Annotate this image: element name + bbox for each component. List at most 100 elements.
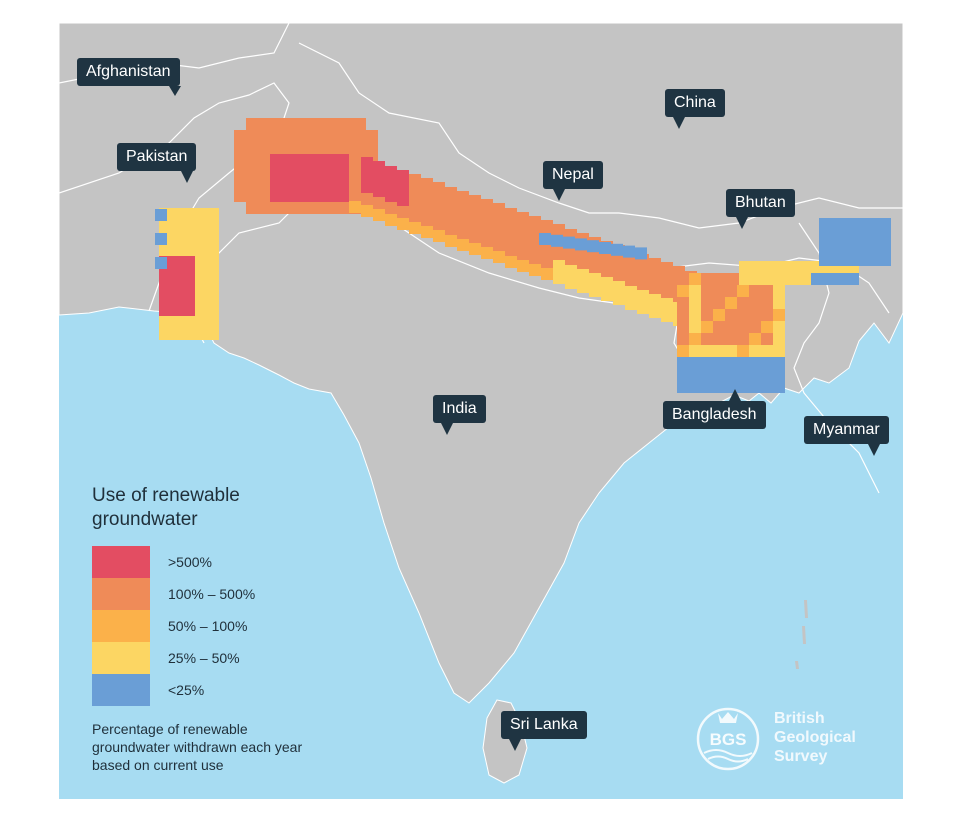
grid-cell [761,333,773,345]
grid-cell [677,273,689,285]
grid-cell [493,203,505,215]
grid-cell [819,254,831,266]
grid-cell [701,345,713,357]
grid-cell [234,130,246,142]
grid-cell [701,369,713,381]
grid-cell [294,154,306,166]
grid-cell [677,285,689,297]
grid-cell [529,240,541,252]
grid-cell [349,165,361,177]
island-andaman [804,600,808,618]
grid-cell [725,345,737,357]
legend-title: Use of renewable groundwater [92,485,240,530]
grid-cell [761,369,773,381]
grid-cell [457,215,469,227]
grid-cell [855,242,867,254]
grid-cell [258,118,270,130]
grid-cell [159,220,171,232]
grid-cell [737,285,749,297]
grid-cell [234,154,246,166]
grid-cell [661,286,673,298]
grid-cell [529,264,541,276]
grid-cell [183,328,195,340]
grid-cell [701,381,713,393]
grid-cell [505,244,517,256]
grid-cell [761,309,773,321]
grid-cell [773,285,785,297]
grid-cell [318,178,330,190]
grid-cell [421,226,433,238]
grid-cell [361,169,373,181]
grid-cell [541,256,553,268]
legend-swatch-25-50 [92,642,150,674]
grid-cell [361,157,373,169]
grid-cell [270,190,282,202]
grid-cell [171,304,183,316]
grid-cell [661,274,673,286]
grid-cell [373,185,385,197]
grid-cell [749,357,761,369]
grid-cell [517,248,529,260]
grid-cell [773,333,785,345]
grid-cell [207,232,219,244]
grid-cell [725,369,737,381]
grid-cell [737,297,749,309]
grid-cell [397,170,409,182]
grid-cell [551,234,563,247]
grid-cell [599,242,611,254]
grid-cell [661,310,673,322]
grid-cell [677,321,689,333]
grid-cell [773,297,785,309]
grid-cell [469,231,481,243]
grid-cell [831,218,843,230]
bgs-name: British Geological Survey [774,709,856,766]
grid-cell [294,118,306,130]
grid-cell [246,130,258,142]
grid-cell [677,297,689,309]
grid-cell [819,242,831,254]
grid-cell [689,285,701,297]
grid-cell [282,142,294,154]
legend-label-gt500: >500% [168,554,212,570]
grid-cell [529,216,541,228]
grid-cell [354,118,366,130]
grid-cell [282,178,294,190]
grid-cell [773,357,785,369]
grid-cell [553,260,565,272]
groundwater-cells [155,118,891,393]
label-china: China [665,89,725,129]
grid-cell [457,227,469,239]
grid-cell [773,345,785,357]
grid-cell [433,206,445,218]
grid-cell [763,261,775,273]
grid-cell [879,242,891,254]
grid-cell [159,292,171,304]
grid-cell [445,211,457,223]
grid-cell [701,357,713,369]
grid-cell [505,220,517,232]
grid-cell [171,280,183,292]
grid-cell [553,272,565,284]
grid-cell [195,256,207,268]
grid-cell [246,178,258,190]
grid-cell [623,245,635,258]
grid-cell [689,369,701,381]
grid-cell [689,273,701,285]
grid-cell [725,285,737,297]
label-nepal: Nepal [543,161,603,201]
grid-cell [183,304,195,316]
grid-cell [258,142,270,154]
grid-cell [270,202,282,214]
grid-cell [725,321,737,333]
grid-cell [171,256,183,268]
grid-cell [207,292,219,304]
grid-cell [361,205,373,217]
grid-cell [246,190,258,202]
grid-cell [823,273,835,285]
grid-cell [565,265,577,277]
grid-cell [246,142,258,154]
grid-cell [282,166,294,178]
grid-cell [737,333,749,345]
grid-cell [713,273,725,285]
grid-cell [469,219,481,231]
